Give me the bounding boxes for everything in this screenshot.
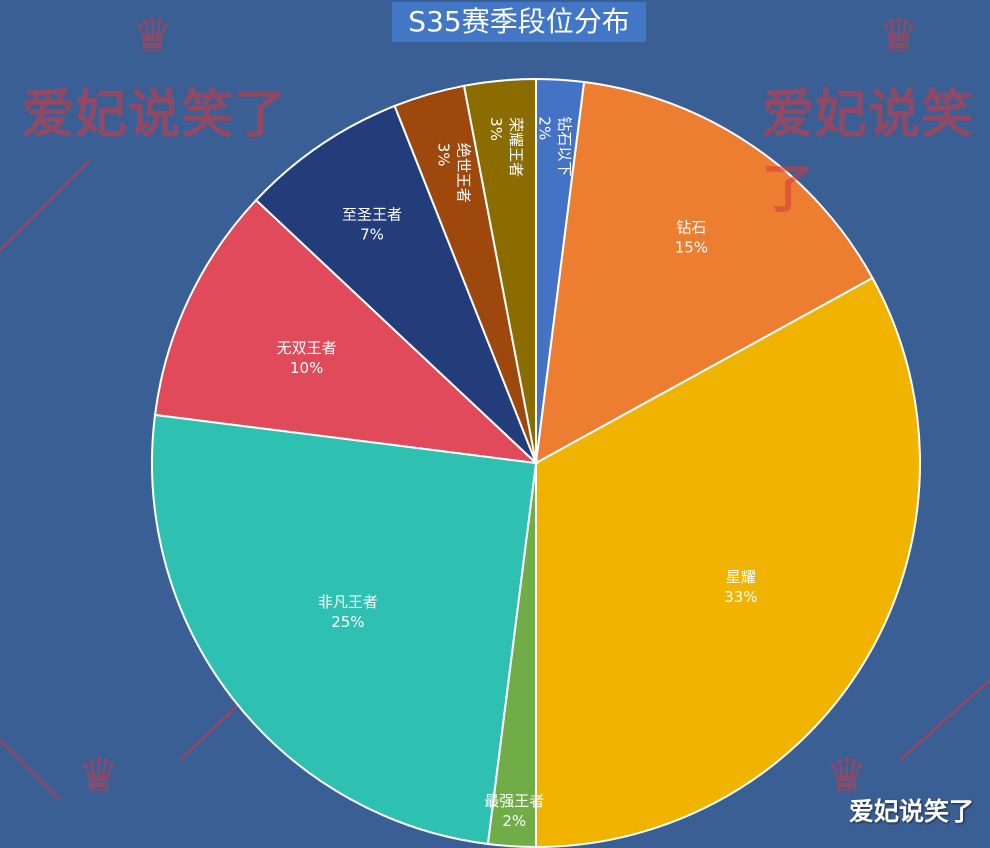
slice-name: 钻石以下: [555, 116, 573, 176]
slice-label: 最强王者 2%: [484, 792, 544, 830]
slice-name: 最强王者: [484, 792, 544, 810]
pie-slice: [535, 276, 921, 848]
slice-value: 25%: [331, 613, 364, 631]
slice-label: 钻石 15%: [675, 218, 708, 256]
slice-name: 绝世王者: [455, 143, 473, 203]
watermark-text: 爱妃说笑了: [762, 85, 975, 220]
watermark-text: 爱妃说笑了: [22, 85, 288, 145]
corner-watermark: 爱妃说笑了: [848, 797, 974, 826]
crown-icon: ♛: [132, 8, 174, 62]
slice-value: 10%: [290, 359, 323, 377]
pie-slice: [151, 413, 538, 846]
slice-value: 3%: [487, 117, 505, 141]
pie-slice: [153, 198, 539, 465]
slice-value: 15%: [675, 238, 708, 256]
slice-label: 至圣王者 7%: [342, 206, 402, 244]
pie-slice: [462, 77, 537, 464]
slice-name: 非凡王者: [318, 593, 378, 611]
slice-value: 7%: [360, 226, 384, 244]
slice-value: 2%: [535, 116, 553, 140]
crown-icon: ♛: [826, 748, 868, 802]
slice-label: 无双王者 10%: [277, 339, 337, 377]
slice-name: 钻石: [676, 218, 706, 236]
slice-label: 非凡王者 25%: [318, 593, 378, 631]
slice-value: 2%: [502, 812, 526, 830]
slice-value: 3%: [435, 143, 453, 167]
chart-title: S35赛季段位分布: [392, 2, 646, 42]
pie-slice: [254, 104, 537, 464]
slice-name: 星耀: [726, 568, 756, 586]
crown-icon: ♛: [78, 748, 120, 802]
pie-slice: [534, 80, 874, 465]
slice-name: 至圣王者: [342, 206, 402, 224]
slice-label: 星耀 33%: [724, 568, 757, 606]
slice-value: 33%: [724, 588, 757, 606]
slice-name: 无双王者: [277, 339, 337, 357]
crown-icon: ♛: [878, 8, 920, 62]
slice-name: 荣耀王者: [507, 117, 525, 177]
